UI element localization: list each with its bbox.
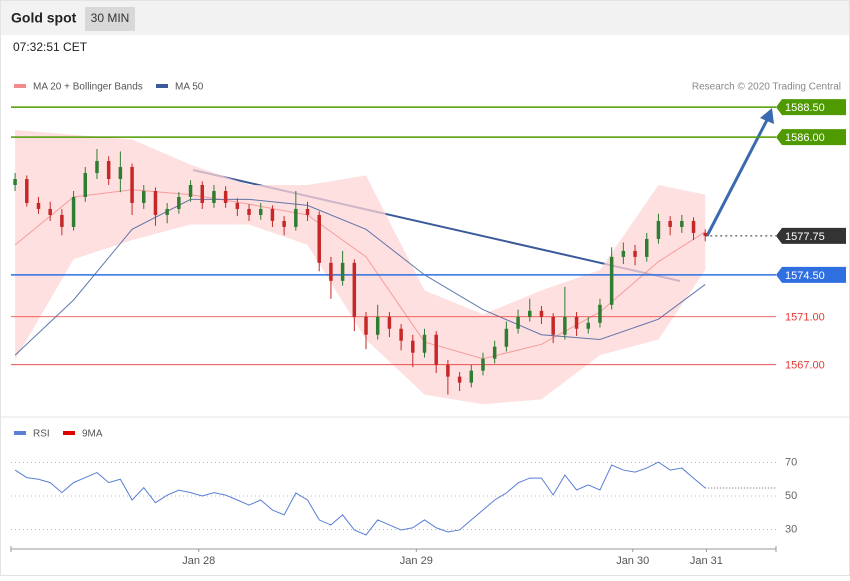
level-label: 1574.50 [785,270,825,282]
timeframe-box[interactable] [85,7,135,31]
indicator-line [14,461,706,536]
level-tag [776,266,846,283]
candle-body [352,262,357,317]
level-label: 1586.00 [785,132,825,144]
x-tick-label: Jan 28 [182,555,215,567]
candle-body [551,316,555,335]
candle-body [118,167,123,180]
candle-body [598,304,602,323]
candle-body [258,208,263,215]
candle-body [457,376,462,383]
candle-body [644,238,649,257]
level-label: 1577.75 [785,231,825,243]
candle-body [340,262,345,281]
level-tag [776,129,846,146]
candle-body [282,220,286,227]
candle-body [223,190,228,203]
candle-body [25,179,29,203]
level-label: 1567.00 [785,360,825,372]
candle-body [563,316,567,335]
y-tick-label: 70 [785,456,797,468]
candle-body [95,161,99,174]
candle-body [13,179,17,185]
candle-body [305,208,310,215]
candle-body [633,250,637,257]
candle-body [668,220,672,227]
y-tick-label: 30 [785,523,797,535]
arrow-shaft [705,119,769,237]
candle-body [528,310,532,317]
candle-body [36,202,41,209]
candle-body [165,208,169,215]
candle-body [142,190,146,203]
candle-body [656,220,661,239]
time: 07:32:51 CET [13,40,88,54]
legend-label: MA 50 [175,82,204,93]
candle-body [177,196,181,209]
candle-body [294,208,298,227]
legend-swatch [14,84,26,88]
title: Gold spot [11,10,77,26]
candle-body [188,185,193,197]
x-tick-label: Jan 31 [690,555,723,567]
candle-body [481,358,485,371]
bollinger-band [15,129,706,405]
candle-body [586,322,591,329]
candle-body [329,262,333,281]
legend-label: 9MA [82,429,103,440]
legend-label: MA 20 + Bollinger Bands [33,82,143,93]
y-tick-label: 50 [785,490,797,502]
candle-body [703,232,707,236]
legend-swatch [63,431,75,435]
x-tick-label: Jan 30 [616,555,649,567]
candle-body [422,334,427,353]
candle-body [469,370,474,383]
candle-body [516,316,520,329]
candle-body [387,316,392,329]
candle-body [492,346,497,359]
candle-body [212,190,216,203]
candle-body [364,316,368,335]
legend-swatch [14,431,26,435]
candle-body [680,220,684,227]
level-label: 1571.00 [785,312,825,324]
candle-body [317,214,321,263]
level-tag [776,99,846,116]
candle-body [83,173,88,197]
candle-body [691,220,696,233]
candle-body [60,214,64,227]
legend-label: RSI [33,429,50,440]
source: Research © 2020 Trading Central [692,82,841,93]
candle-body [48,208,52,215]
candle-body [621,250,626,257]
candle-body [270,208,275,221]
timeframe[interactable]: 30 MIN [91,11,130,25]
candle-body [399,328,403,341]
candle-body [71,196,76,227]
x-tick-label: Jan 29 [400,555,433,567]
candle-body [153,190,158,215]
ma-line [14,198,706,356]
candle-body [247,208,251,215]
arrow-head [760,108,774,124]
candle-body [411,340,415,353]
candle-body [200,185,204,203]
candle-body [235,202,240,209]
candle-body [130,167,134,203]
candle-body [434,334,438,365]
candle-body [574,316,579,329]
level-label: 1588.50 [785,102,825,114]
candle-body [106,161,111,180]
candle-body [375,316,380,335]
level-tag [776,227,846,244]
legend-swatch [156,84,168,88]
header-bar [1,1,849,35]
candle-body [539,310,544,317]
candle-body [446,364,450,377]
candle-body [609,256,614,305]
candle-body [504,328,509,347]
